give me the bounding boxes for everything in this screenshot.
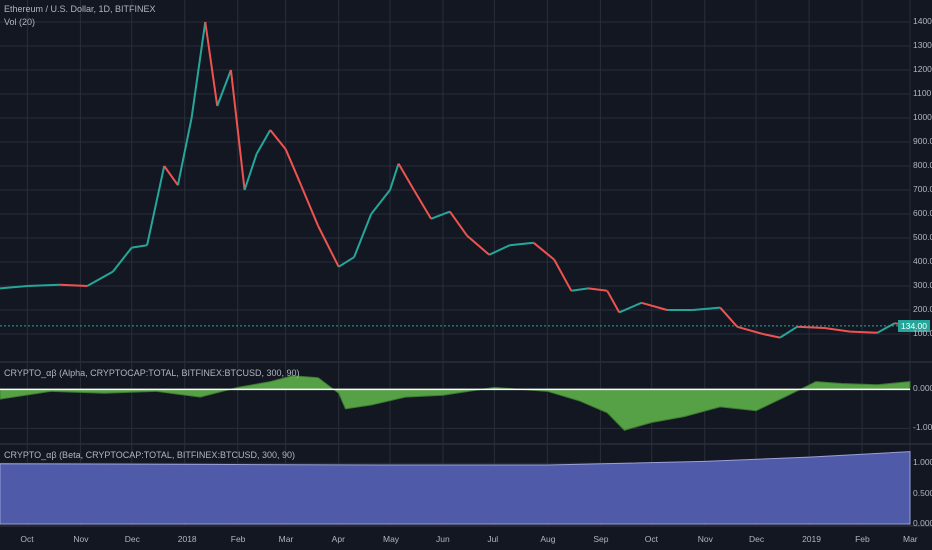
beta-label: CRYPTO_αβ (Beta, CRYPTOCAP:TOTAL, BITFIN… xyxy=(4,450,295,460)
x-tick-label: Nov xyxy=(697,534,713,544)
price-tick-label: 1400.00 xyxy=(913,16,932,26)
price-tick-label: 700.00 xyxy=(913,184,932,194)
x-tick-label: Feb xyxy=(855,534,870,544)
x-tick-label: Nov xyxy=(73,534,89,544)
chart-title: Ethereum / U.S. Dollar, 1D, BITFINEX xyxy=(4,4,156,14)
price-segment xyxy=(59,283,88,287)
price-segment xyxy=(190,21,207,119)
price-segment xyxy=(163,165,179,186)
price-segment xyxy=(389,163,400,191)
price-segment xyxy=(877,322,896,334)
x-tick-label: Dec xyxy=(124,534,140,544)
price-segment xyxy=(300,184,320,227)
volume-label: Vol (20) xyxy=(4,17,36,27)
alpha-label: CRYPTO_αβ (Alpha, CRYPTOCAP:TOTAL, BITFI… xyxy=(4,368,300,378)
price-tick-label: 1000.00 xyxy=(913,112,932,122)
price-segment xyxy=(131,244,148,249)
price-tick-label: 800.00 xyxy=(913,160,932,170)
price-segment xyxy=(317,225,340,268)
price-segment xyxy=(0,285,28,290)
price-segment xyxy=(692,306,721,311)
price-segment xyxy=(850,330,878,334)
price-segment xyxy=(736,325,764,335)
price-segment xyxy=(553,259,573,292)
price-segment xyxy=(27,283,60,287)
price-segment xyxy=(533,242,555,261)
price-segment xyxy=(824,327,851,333)
price-segment xyxy=(449,211,468,237)
price-segment xyxy=(641,301,668,311)
x-tick-label: Mar xyxy=(903,534,918,544)
x-tick-label: Jun xyxy=(436,534,450,544)
alpha-area xyxy=(0,375,911,431)
price-segment xyxy=(779,325,798,339)
price-segment xyxy=(269,129,287,150)
price-segment xyxy=(509,241,534,247)
beta-area xyxy=(0,451,911,525)
price-segment xyxy=(255,129,272,155)
x-tick-label: 2019 xyxy=(802,534,821,544)
price-segment xyxy=(112,246,133,273)
price-segment xyxy=(618,301,642,314)
price-segment xyxy=(370,189,391,215)
x-tick-label: Aug xyxy=(540,534,556,544)
price-tick-label: 500.00 xyxy=(913,232,932,242)
price-segment xyxy=(466,234,490,256)
price-segment xyxy=(86,270,114,287)
price-segment xyxy=(606,290,621,313)
price-tick-label: 600.00 xyxy=(913,208,932,218)
price-segment xyxy=(146,165,166,246)
price-segment xyxy=(397,163,415,191)
x-tick-label: 2018 xyxy=(177,534,197,544)
x-tick-label: Mar xyxy=(278,534,294,544)
price-segment xyxy=(176,117,193,186)
x-tick-label: Dec xyxy=(749,534,765,544)
price-segment xyxy=(762,333,781,339)
price-tick-label: 900.00 xyxy=(913,136,932,146)
price-segment xyxy=(229,69,246,191)
x-tick-label: Feb xyxy=(230,534,246,544)
price-segment xyxy=(353,213,373,258)
price-segment xyxy=(284,148,302,186)
price-segment xyxy=(571,287,589,292)
price-tick-label: 200.00 xyxy=(913,304,932,314)
price-tick-label: 1200.00 xyxy=(913,64,932,74)
x-tick-label: Oct xyxy=(644,534,658,544)
x-tick-label: Jul xyxy=(487,534,499,544)
price-tick-label: 300.00 xyxy=(913,280,932,290)
price-segment xyxy=(719,306,738,328)
price-segment xyxy=(243,153,258,191)
price-segment xyxy=(216,69,232,107)
price-segment xyxy=(588,287,608,292)
x-tick-label: Sep xyxy=(593,534,609,544)
price-segment xyxy=(204,21,219,107)
price-tick-label: 100.00 xyxy=(913,328,932,338)
last-price-tag: 134.00 xyxy=(898,320,930,332)
price-tick-label: 1300.00 xyxy=(913,40,932,50)
price-tick-label: 400.00 xyxy=(913,256,932,266)
price-segment xyxy=(338,256,355,268)
price-tick-label: 1100.00 xyxy=(913,88,932,98)
x-tick-label: Oct xyxy=(20,534,34,544)
x-tick-label: May xyxy=(383,534,400,544)
price-segment xyxy=(488,244,511,256)
price-segment xyxy=(413,189,432,220)
x-tick-label: Apr xyxy=(331,534,345,544)
price-segment xyxy=(797,325,825,329)
price-segment xyxy=(430,210,451,220)
